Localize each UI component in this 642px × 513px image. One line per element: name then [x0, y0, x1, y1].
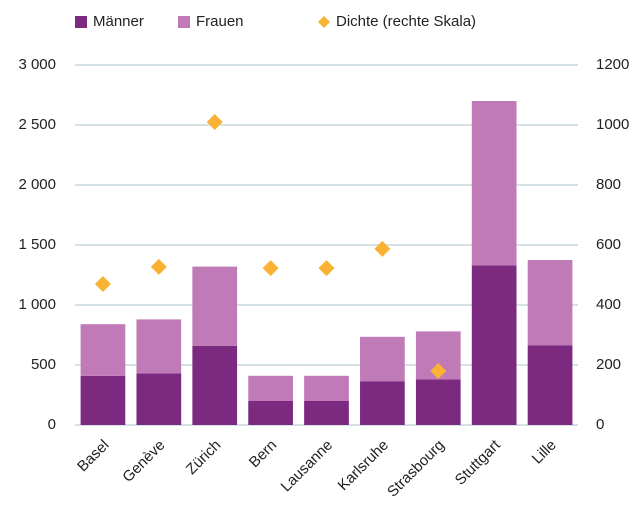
y2-tick-label: 1000 [596, 116, 629, 133]
y2-tick-label: 800 [596, 176, 621, 193]
bar-segment [527, 260, 573, 346]
bar-segment [471, 101, 517, 266]
bar-segment [136, 373, 182, 425]
y-tick-label: 2 000 [18, 176, 56, 193]
density-marker [318, 260, 335, 277]
bar-segment [360, 381, 405, 425]
bar-segment [192, 345, 238, 425]
x-tick-label: Karlsruhe [335, 437, 392, 494]
bar-segment [527, 345, 573, 425]
y-tick-label: 500 [31, 356, 56, 373]
bar-segment [360, 336, 405, 382]
y2-tick-label: 0 [596, 416, 604, 433]
density-marker [262, 260, 279, 277]
legend-label: Männer [93, 13, 144, 30]
density-marker [374, 240, 391, 257]
bar-segment [80, 375, 126, 425]
legend-marker [178, 16, 190, 28]
density-marker [150, 258, 167, 275]
y2-tick-label: 600 [596, 236, 621, 253]
bar-segment [136, 319, 182, 374]
y-tick-label: 1 500 [18, 236, 56, 253]
y-tick-label: 0 [48, 416, 56, 433]
y-tick-label: 3 000 [18, 56, 56, 73]
x-tick-label: Genève [119, 437, 168, 486]
legend-marker [75, 16, 87, 28]
bar-segment [304, 401, 349, 425]
bar-segment [304, 375, 349, 401]
y2-tick-label: 1200 [596, 56, 629, 73]
x-tick-label: Basel [74, 437, 113, 476]
density-marker [206, 114, 223, 130]
bar-segment [248, 401, 293, 425]
y-tick-label: 1 000 [18, 296, 56, 313]
bar-segment [471, 265, 517, 425]
x-tick-label: Lille [529, 437, 560, 468]
y-tick-label: 2 500 [18, 116, 56, 133]
x-tick-label: Bern [246, 437, 280, 471]
density-marker [430, 363, 447, 379]
y2-tick-label: 200 [596, 356, 621, 373]
x-tick-label: Lausanne [278, 437, 337, 496]
y2-tick-label: 400 [596, 296, 621, 313]
density-marker [94, 276, 111, 292]
x-tick-label: Strasbourg [384, 437, 448, 501]
legend-label: Dichte (rechte Skala) [336, 13, 476, 30]
legend-label: Frauen [196, 13, 244, 30]
bar-segment [248, 375, 293, 401]
bar-segment [192, 266, 238, 346]
bar-segment [415, 379, 461, 425]
legend-marker [318, 16, 330, 28]
bar-segment [80, 324, 126, 376]
x-tick-label: Stuttgart [452, 436, 505, 489]
x-tick-label: Zürich [183, 437, 224, 478]
